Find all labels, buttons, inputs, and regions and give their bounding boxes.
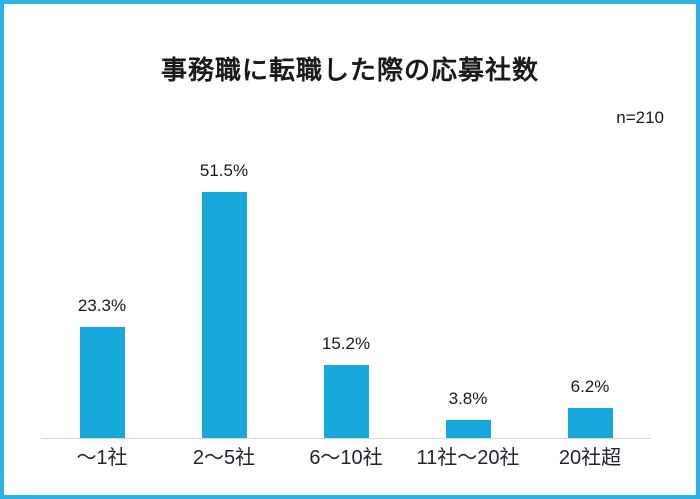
x-axis-label: 20社超 [558,447,622,469]
sample-size-annotation: n=210 [616,108,664,127]
bar-value-label: 6.2% [570,377,610,396]
bar-group: 15.2% [285,154,407,438]
chart-title: 事務職に転職した際の応募社数 [160,55,539,85]
bar-value-label: 15.2% [321,334,371,353]
bar [79,327,125,438]
x-axis-line [41,438,651,439]
bar [323,365,369,438]
x-axis-labels: ～1社 2～5社 6～10社 11社～20社 20社超 [41,446,651,470]
bars-row: 23.3% 51.5% 15.2% 3.8% 6.2% [41,154,651,438]
plot-area: 23.3% 51.5% 15.2% 3.8% 6.2% [41,154,651,438]
x-axis-label: 6～10社 [309,447,383,469]
bar-value-label: 51.5% [199,161,249,180]
x-axis-label: 2～5社 [192,447,256,469]
bar [445,420,491,438]
x-axis-label: 11社～20社 [416,447,520,469]
bar-group: 51.5% [163,154,285,438]
bar-value-label: 23.3% [77,296,127,315]
bar-group: 23.3% [41,154,163,438]
bar [201,192,247,438]
bar [567,408,613,438]
bar-group: 3.8% [407,154,529,438]
bar-group: 6.2% [529,154,651,438]
bar-value-label: 3.8% [448,389,488,408]
x-axis-label: ～1社 [76,447,128,469]
